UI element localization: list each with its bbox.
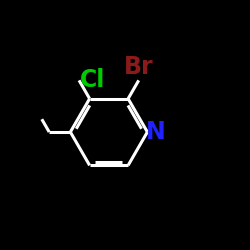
Text: N: N [146,120,166,144]
Text: Cl: Cl [80,68,106,92]
Text: Br: Br [124,56,154,80]
